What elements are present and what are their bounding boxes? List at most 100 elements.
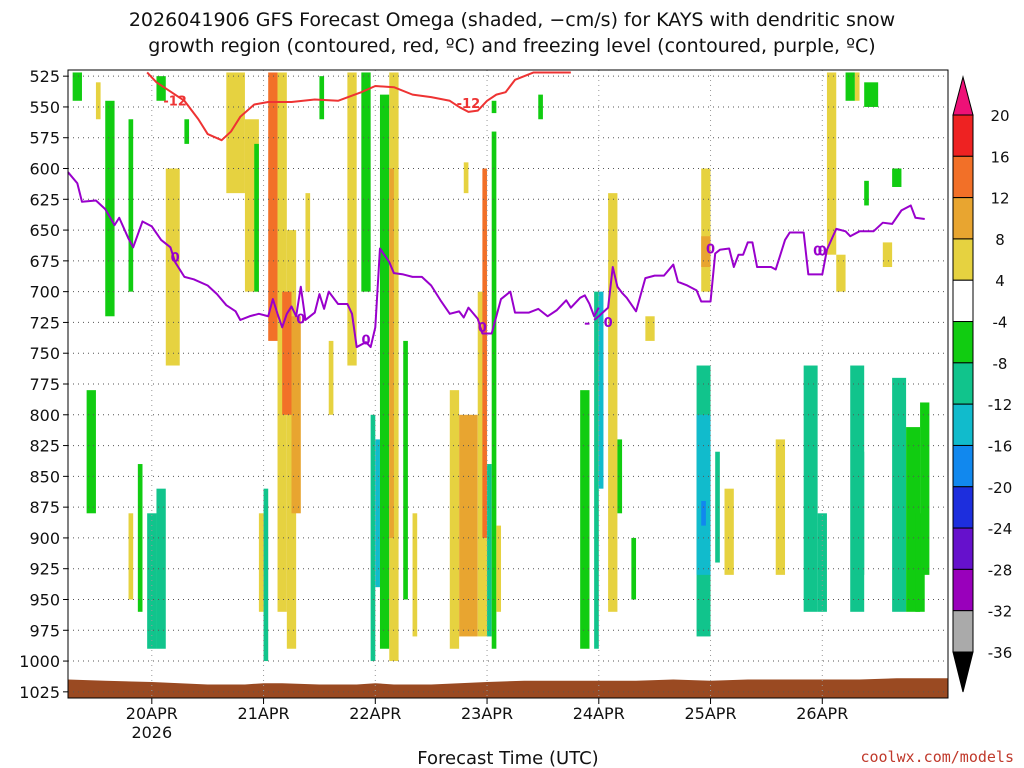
colorbar-swatch (952, 197, 974, 240)
y-tick-label: 800 (29, 406, 60, 425)
omega-cell (580, 390, 590, 649)
chart-title-line-2: growth region (contoured, red, ºC) and f… (148, 35, 875, 57)
omega-cell (645, 316, 655, 341)
omega-cell (463, 162, 469, 194)
omega-cell (845, 72, 855, 101)
omega-cell (491, 100, 497, 114)
colorbar-swatch (952, 321, 974, 364)
y-tick-label: 725 (29, 313, 60, 332)
colorbar-swatch (952, 486, 974, 529)
omega-cell (892, 377, 907, 612)
x-tick-label: 22APR (349, 704, 401, 723)
y-tick-label: 575 (29, 129, 60, 148)
omega-cell (226, 72, 245, 194)
x-tick-sublabel: 2026 (131, 723, 172, 742)
omega-cell (482, 168, 488, 538)
ground-layer (68, 678, 948, 698)
y-tick-label: 625 (29, 190, 60, 209)
colorbar-swatch (952, 568, 974, 612)
omega-cell (156, 76, 166, 101)
credit-text[interactable]: coolwx.com/models (860, 748, 1014, 766)
freezing-level-label: 0 (813, 245, 822, 260)
colorbar-label: 16 (990, 148, 1009, 166)
omega-cell (403, 340, 408, 600)
omega-cell (137, 464, 143, 612)
omega-cell (128, 513, 134, 600)
omega-cell (920, 402, 930, 575)
chart-title-line-1: 2026041906 GFS Forecast Omega (shaded, −… (129, 9, 895, 31)
y-tick-label: 1000 (19, 652, 60, 671)
omega-cell (268, 72, 278, 341)
freezing-level-label: 0 (604, 316, 613, 331)
colorbar-swatch (952, 362, 974, 405)
y-tick-label: 825 (29, 437, 60, 456)
colorbar: 20 16 12 8 4 -4 -8 -12 -16 -20 -24 -28 -32 -36 (952, 75, 1013, 693)
omega-cell (864, 82, 879, 107)
colorbar-label: 8 (995, 231, 1005, 249)
colorbar-label: -32 (988, 603, 1013, 621)
dgz-contour-line (146, 71, 571, 142)
omega-cell (305, 193, 311, 292)
freezing-level-label: 0 (296, 312, 305, 327)
colorbar-swatch (952, 114, 974, 157)
y-tick-label: 650 (29, 221, 60, 240)
omega-cell (370, 414, 376, 662)
omega-cell (361, 72, 371, 292)
omega-cell (864, 180, 869, 206)
omega-shading (72, 72, 930, 662)
colorbar-label: 20 (990, 107, 1009, 125)
x-tick-label: 21APR (238, 704, 290, 723)
colorbar-label: -20 (988, 479, 1013, 497)
y-tick-label: 750 (29, 344, 60, 363)
y-tick-label: 975 (29, 621, 60, 640)
y-tick-label: 875 (29, 498, 60, 517)
omega-cell (347, 72, 357, 366)
omega-cell (156, 488, 166, 649)
omega-cell (319, 76, 325, 120)
omega-cell (854, 451, 865, 575)
y-tick-label: 700 (29, 283, 60, 302)
colorbar-label: -24 (988, 520, 1013, 538)
omega-cell (184, 119, 190, 144)
colorbar-label: -36 (988, 644, 1013, 662)
y-tick-label: 775 (29, 375, 60, 394)
freezing-level-label: 0 (361, 333, 370, 348)
omega-cell (277, 72, 287, 612)
colorbar-top-triangle (952, 75, 974, 116)
omega-cell (701, 168, 711, 292)
y-tick-label: 525 (29, 67, 60, 86)
colorbar-swatch (952, 610, 974, 653)
dgz-contour-label: -12 (163, 95, 187, 110)
omega-cell (291, 316, 301, 514)
colorbar-swatch (952, 527, 974, 570)
colorbar-swatch (952, 155, 974, 199)
omega-cell (701, 236, 711, 268)
omega-cell (258, 513, 264, 612)
freezing-level-label: 0 (818, 245, 827, 260)
colorbar-label: -12 (988, 396, 1013, 414)
freezing-level-line (67, 171, 600, 349)
omega-cell (254, 143, 259, 292)
y-tick-label: 850 (29, 467, 60, 486)
omega-cell (412, 513, 418, 637)
colorbar-swatch (952, 403, 974, 446)
omega-cell (165, 168, 180, 366)
dgz-contour-label: -12 (457, 97, 481, 112)
omega-cell (826, 72, 837, 255)
freezing-level-label: 0 (171, 251, 180, 266)
ground-terrain (68, 678, 948, 698)
omega-cell (608, 193, 618, 612)
omega-cell (105, 100, 115, 317)
omega-cell (594, 291, 599, 649)
omega-cell (86, 390, 96, 514)
colorbar-swatch (952, 444, 974, 488)
colorbar-swatch (952, 238, 974, 281)
omega-cell (803, 365, 818, 612)
omega-cell (389, 168, 394, 538)
omega-cell (95, 82, 101, 120)
x-tick-label: 20APR (126, 704, 178, 723)
omega-cell (775, 439, 786, 575)
omega-cell (375, 439, 380, 588)
